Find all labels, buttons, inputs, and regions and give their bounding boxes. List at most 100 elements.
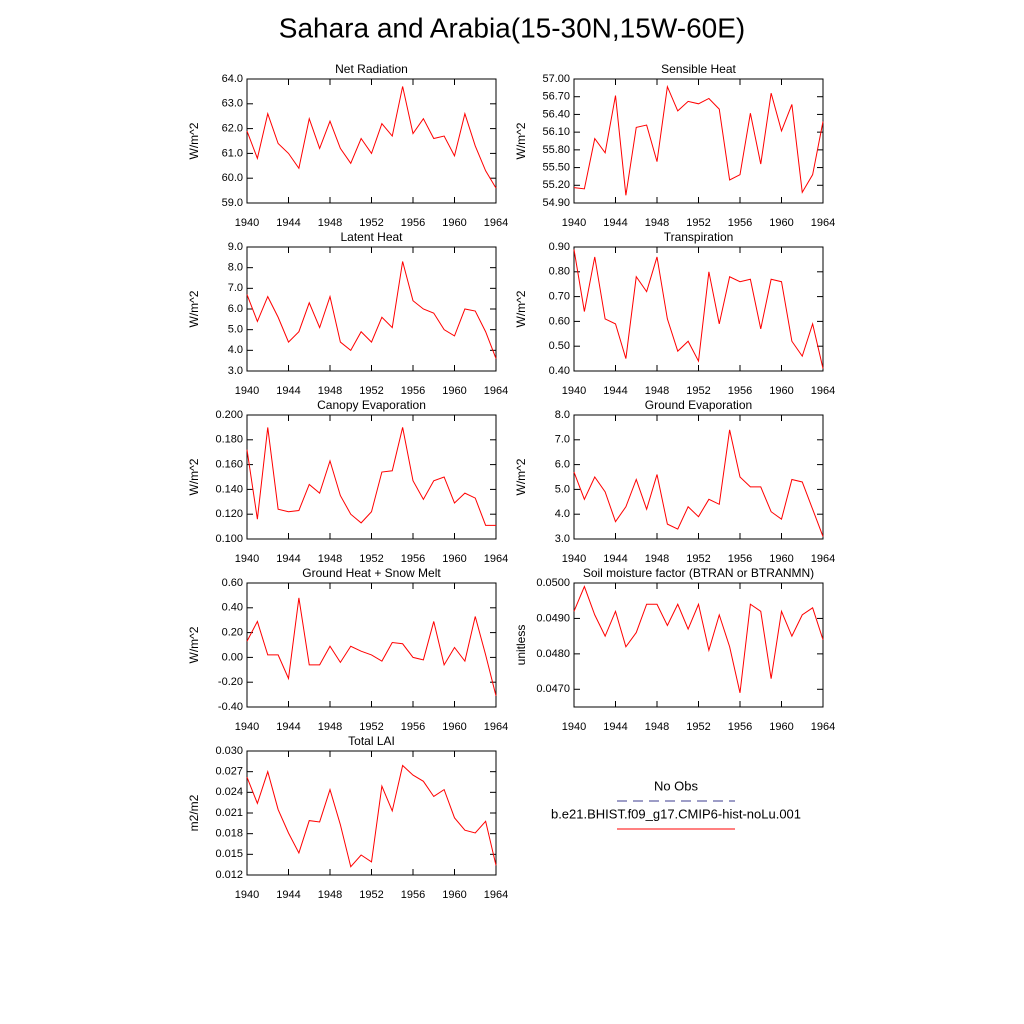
x-tick-label: 1940 bbox=[562, 721, 586, 733]
x-tick-label: 1940 bbox=[235, 889, 259, 901]
y-tick-label: -0.40 bbox=[218, 701, 243, 713]
y-tick-label: 56.40 bbox=[542, 108, 570, 120]
y-tick-label: 4.0 bbox=[555, 508, 570, 520]
x-tick-label: 1948 bbox=[318, 889, 342, 901]
x-tick-label: 1952 bbox=[359, 889, 383, 901]
x-tick-label: 1948 bbox=[318, 721, 342, 733]
y-tick-label: 60.0 bbox=[222, 172, 243, 184]
x-tick-label: 1952 bbox=[359, 385, 383, 397]
x-tick-label: 1956 bbox=[401, 889, 425, 901]
legend-label: b.e21.BHIST.f09_g17.CMIP6-hist-noLu.001 bbox=[551, 806, 801, 821]
y-tick-label: 0.200 bbox=[215, 409, 243, 421]
y-axis-label: W/m^2 bbox=[514, 458, 528, 495]
x-tick-label: 1960 bbox=[442, 385, 466, 397]
x-tick-label: 1940 bbox=[562, 553, 586, 565]
panel-title: Latent Heat bbox=[340, 230, 403, 244]
x-tick-label: 1952 bbox=[686, 721, 710, 733]
x-tick-label: 1964 bbox=[484, 553, 508, 565]
y-tick-label: 0.0470 bbox=[536, 683, 570, 695]
data-line bbox=[246, 427, 496, 526]
x-tick-label: 1952 bbox=[359, 553, 383, 565]
panel-title: Ground Evaporation bbox=[645, 398, 752, 412]
y-tick-label: 0.100 bbox=[215, 533, 243, 545]
y-tick-label: 0.015 bbox=[215, 848, 243, 860]
y-tick-label: 55.20 bbox=[542, 179, 570, 191]
y-tick-label: 0.018 bbox=[215, 828, 243, 840]
y-tick-label: 0.180 bbox=[215, 434, 243, 446]
y-tick-label: 57.00 bbox=[542, 73, 570, 85]
x-tick-label: 1952 bbox=[686, 385, 710, 397]
y-tick-label: 0.70 bbox=[549, 291, 570, 303]
y-tick-label: 5.0 bbox=[555, 483, 570, 495]
x-tick-label: 1956 bbox=[401, 385, 425, 397]
y-tick-label: 0.90 bbox=[549, 241, 570, 253]
x-tick-label: 1952 bbox=[359, 217, 383, 229]
y-tick-label: 0.030 bbox=[215, 745, 243, 757]
y-tick-label: 6.0 bbox=[228, 303, 243, 315]
y-tick-label: 0.160 bbox=[215, 459, 243, 471]
x-tick-label: 1948 bbox=[645, 721, 669, 733]
y-tick-label: 55.80 bbox=[542, 144, 570, 156]
y-tick-label: 6.0 bbox=[555, 459, 570, 471]
y-tick-label: 9.0 bbox=[228, 241, 243, 253]
x-tick-label: 1952 bbox=[359, 721, 383, 733]
y-axis-label: W/m^2 bbox=[514, 122, 528, 159]
y-tick-label: 55.50 bbox=[542, 161, 570, 173]
y-tick-label: 0.012 bbox=[215, 869, 243, 881]
x-tick-label: 1944 bbox=[603, 385, 627, 397]
x-tick-label: 1940 bbox=[562, 217, 586, 229]
x-tick-label: 1948 bbox=[318, 553, 342, 565]
legend-label: No Obs bbox=[654, 778, 699, 793]
x-tick-label: 1944 bbox=[603, 721, 627, 733]
data-line bbox=[573, 249, 824, 369]
y-tick-label: 0.40 bbox=[222, 602, 243, 614]
y-tick-label: 0.027 bbox=[215, 766, 243, 778]
x-tick-label: 1944 bbox=[276, 385, 300, 397]
y-tick-label: 0.0490 bbox=[536, 612, 570, 624]
data-line bbox=[246, 261, 497, 359]
y-tick-label: 7.0 bbox=[555, 434, 570, 446]
y-axis-label: W/m^2 bbox=[187, 626, 201, 663]
y-tick-label: 62.0 bbox=[222, 123, 243, 135]
y-tick-label: 0.50 bbox=[549, 340, 570, 352]
y-tick-label: 0.60 bbox=[549, 315, 570, 327]
x-tick-label: 1960 bbox=[769, 553, 793, 565]
x-tick-label: 1944 bbox=[603, 553, 627, 565]
y-axis-label: unitless bbox=[514, 625, 528, 666]
x-tick-label: 1948 bbox=[645, 553, 669, 565]
x-tick-label: 1960 bbox=[769, 217, 793, 229]
x-tick-label: 1964 bbox=[484, 889, 508, 901]
x-tick-label: 1956 bbox=[401, 721, 425, 733]
x-tick-label: 1944 bbox=[276, 721, 300, 733]
y-tick-label: 5.0 bbox=[228, 324, 243, 336]
panel-title: Canopy Evaporation bbox=[317, 398, 426, 412]
data-line bbox=[573, 84, 824, 196]
y-tick-label: 8.0 bbox=[555, 409, 570, 421]
y-axis-label: m2/m2 bbox=[187, 794, 201, 831]
y-tick-label: 8.0 bbox=[228, 262, 243, 274]
y-tick-label: 0.021 bbox=[215, 807, 243, 819]
x-tick-label: 1952 bbox=[686, 553, 710, 565]
data-line bbox=[573, 585, 824, 693]
x-tick-label: 1964 bbox=[811, 385, 835, 397]
y-tick-label: 4.0 bbox=[228, 344, 243, 356]
y-tick-label: 3.0 bbox=[228, 365, 243, 377]
panel-title: Ground Heat + Snow Melt bbox=[302, 566, 441, 580]
x-tick-label: 1960 bbox=[442, 721, 466, 733]
y-tick-label: 7.0 bbox=[228, 282, 243, 294]
x-tick-label: 1940 bbox=[235, 217, 259, 229]
x-tick-label: 1940 bbox=[235, 553, 259, 565]
panel-title: Sensible Heat bbox=[661, 62, 736, 76]
y-tick-label: 56.70 bbox=[542, 91, 570, 103]
x-tick-label: 1964 bbox=[484, 385, 508, 397]
data-line bbox=[246, 764, 497, 868]
x-tick-label: 1956 bbox=[728, 553, 752, 565]
y-tick-label: 0.60 bbox=[222, 577, 243, 589]
y-axis-label: W/m^2 bbox=[187, 290, 201, 327]
y-tick-label: 63.0 bbox=[222, 98, 243, 110]
x-tick-label: 1960 bbox=[769, 385, 793, 397]
x-tick-label: 1948 bbox=[318, 385, 342, 397]
y-tick-label: 0.024 bbox=[215, 786, 243, 798]
